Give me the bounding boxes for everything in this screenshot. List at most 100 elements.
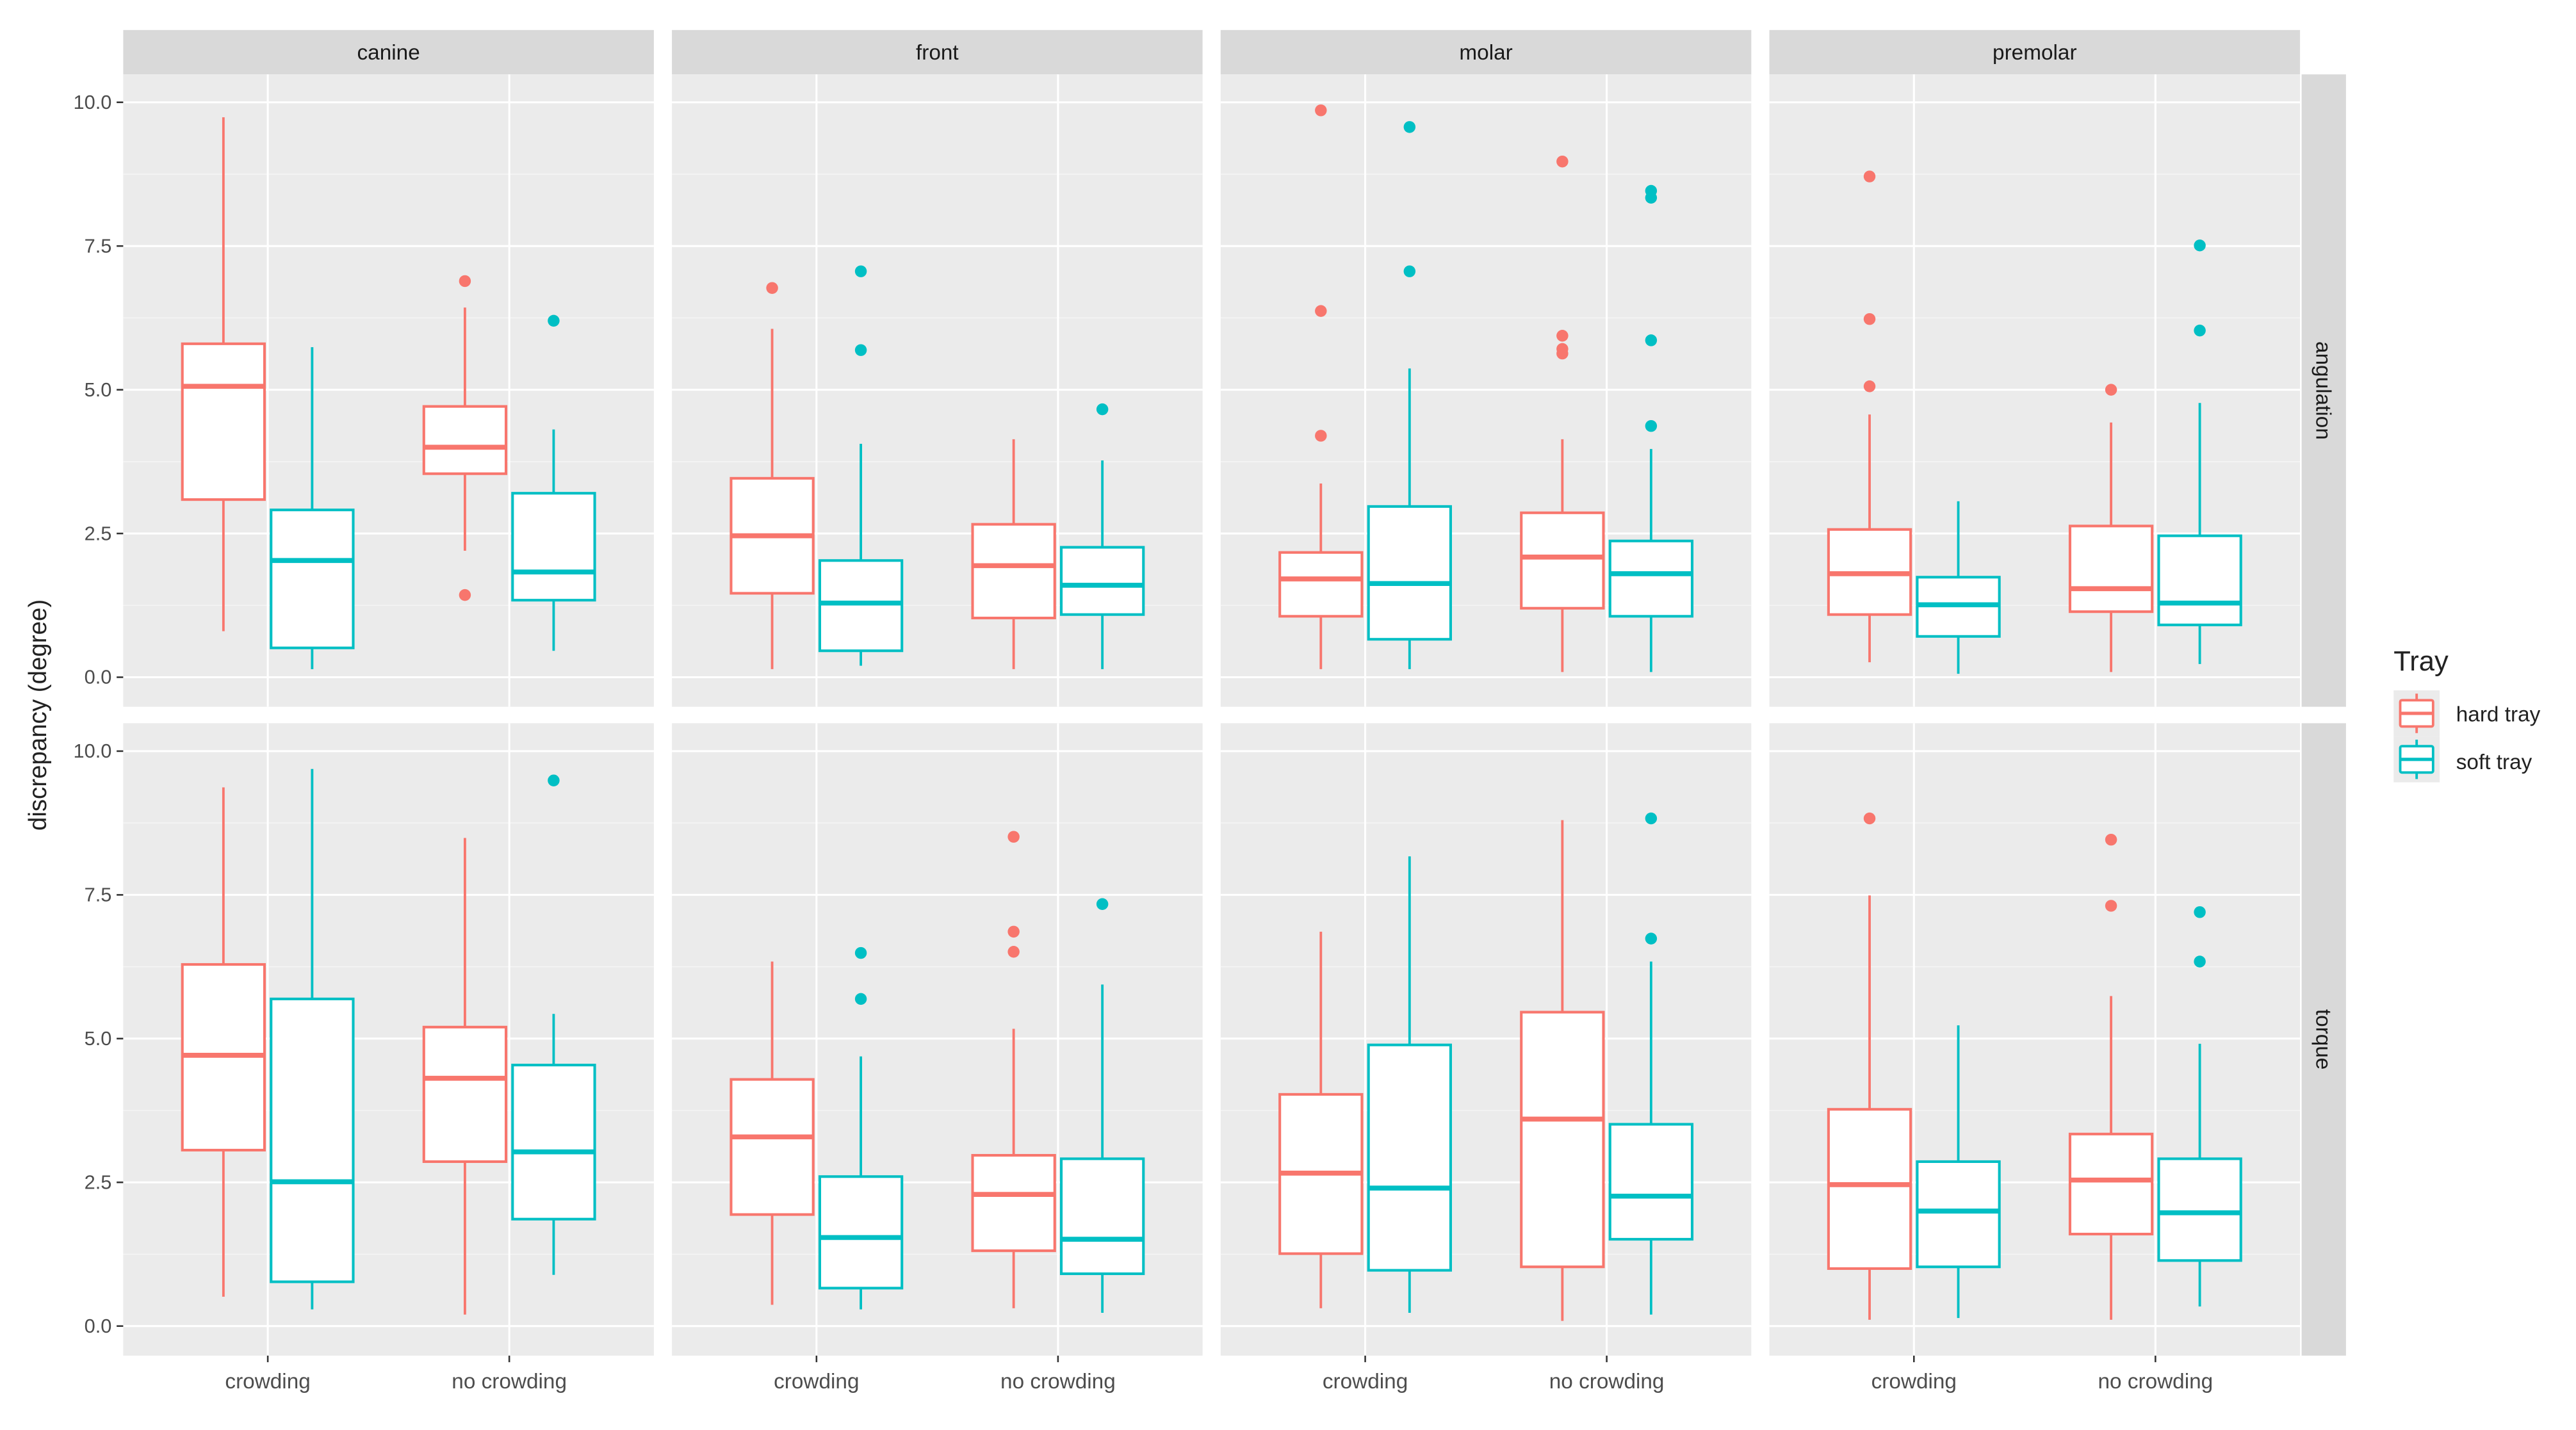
outlier-point-molar-torque-no-crowding-soft-tray xyxy=(1645,932,1658,945)
box-canine-torque-no-crowding-soft-tray xyxy=(511,1064,596,1221)
x-tick-label: crowding xyxy=(225,1370,310,1393)
outlier-point-molar-angulation-no-crowding-hard-tray xyxy=(1556,155,1569,168)
outlier-point-molar-angulation-crowding-hard-tray xyxy=(1315,430,1327,442)
facet-strip-label: angulation xyxy=(2311,341,2335,440)
outlier-point-canine-angulation-no-crowding-soft-tray xyxy=(548,314,560,327)
x-tick-label: crowding xyxy=(1871,1370,1957,1393)
facet-strip-premolar xyxy=(1769,29,2301,75)
box-molar-angulation-no-crowding-soft-tray xyxy=(1608,539,1694,618)
legend-title: Tray xyxy=(2393,646,2449,677)
outlier-point-premolar-torque-crowding-hard-tray xyxy=(1863,812,1876,825)
box-front-torque-crowding-soft-tray xyxy=(818,1175,904,1290)
box-molar-torque-no-crowding-soft-tray xyxy=(1608,1123,1694,1241)
y-tick-label: 2.5 xyxy=(85,522,112,544)
y-tick-label: 5.0 xyxy=(85,378,112,401)
outlier-point-front-torque-no-crowding-soft-tray xyxy=(1096,898,1109,910)
y-tick-label: 0.0 xyxy=(85,666,112,688)
facet-strip-molar xyxy=(1220,29,1752,75)
facet-strip-label: canine xyxy=(357,41,420,65)
outlier-point-molar-angulation-no-crowding-hard-tray xyxy=(1556,329,1569,342)
outlier-point-premolar-angulation-crowding-hard-tray xyxy=(1863,380,1876,393)
legend: Tray hard tray soft tray xyxy=(2393,646,2541,783)
y-tick-label: 5.0 xyxy=(85,1027,112,1050)
box-molar-torque-crowding-soft-tray xyxy=(1367,1043,1452,1272)
outlier-point-canine-torque-no-crowding-soft-tray xyxy=(548,774,560,786)
box-canine-torque-crowding-soft-tray xyxy=(270,997,355,1283)
outlier-point-molar-angulation-no-crowding-soft-tray xyxy=(1645,419,1658,432)
outlier-point-front-angulation-crowding-soft-tray xyxy=(854,265,867,277)
box-canine-angulation-crowding-hard-tray xyxy=(181,342,266,501)
outlier-point-canine-angulation-no-crowding-hard-tray xyxy=(459,589,471,601)
y-tick-label: 2.5 xyxy=(85,1171,112,1194)
y-tick-label: 0.0 xyxy=(85,1315,112,1337)
outlier-point-premolar-torque-no-crowding-soft-tray xyxy=(2194,955,2206,968)
box-front-torque-no-crowding-soft-tray xyxy=(1059,1157,1145,1276)
outlier-point-front-torque-crowding-soft-tray xyxy=(854,947,867,959)
facet-strip-front xyxy=(672,29,1203,75)
outlier-point-front-angulation-no-crowding-soft-tray xyxy=(1096,403,1109,416)
outlier-point-front-torque-no-crowding-hard-tray xyxy=(1007,946,1020,958)
outlier-point-premolar-angulation-no-crowding-soft-tray xyxy=(2194,324,2206,337)
facet-strip-canine xyxy=(123,29,654,75)
legend-key-hard-tray xyxy=(2393,690,2440,736)
box-canine-angulation-crowding-soft-tray xyxy=(270,508,355,649)
outlier-point-front-angulation-crowding-soft-tray xyxy=(854,344,867,356)
box-front-angulation-crowding-soft-tray xyxy=(818,559,904,653)
box-front-torque-no-crowding-hard-tray xyxy=(971,1154,1056,1253)
box-premolar-torque-no-crowding-hard-tray xyxy=(2068,1132,2154,1236)
outlier-point-canine-angulation-no-crowding-hard-tray xyxy=(459,275,471,288)
outlier-point-front-torque-no-crowding-hard-tray xyxy=(1007,925,1020,938)
outlier-point-front-torque-no-crowding-hard-tray xyxy=(1007,831,1020,843)
legend-label-hard-tray: hard tray xyxy=(2456,703,2541,727)
box-canine-angulation-no-crowding-soft-tray xyxy=(511,492,596,602)
box-canine-angulation-no-crowding-hard-tray xyxy=(422,405,508,475)
facet-strip-label: molar xyxy=(1459,41,1512,65)
facet-strip-label: front xyxy=(916,41,959,65)
x-tick-label: crowding xyxy=(774,1370,859,1393)
outlier-point-premolar-torque-no-crowding-hard-tray xyxy=(2105,833,2117,846)
outlier-point-molar-angulation-no-crowding-soft-tray xyxy=(1645,334,1658,346)
facet-strip-label: torque xyxy=(2311,1009,2335,1070)
outlier-point-molar-angulation-crowding-hard-tray xyxy=(1315,305,1327,317)
facet-strip-angulation xyxy=(2301,74,2346,707)
box-front-angulation-no-crowding-soft-tray xyxy=(1059,546,1145,616)
legend-key-soft-tray xyxy=(2393,736,2440,783)
outlier-point-molar-angulation-crowding-hard-tray xyxy=(1315,104,1327,117)
facet-strip-torque xyxy=(2301,723,2346,1356)
outlier-point-premolar-torque-no-crowding-soft-tray xyxy=(2194,906,2206,918)
y-tick-label: 10.0 xyxy=(74,91,112,113)
outlier-point-molar-angulation-no-crowding-hard-tray xyxy=(1556,347,1569,360)
outlier-point-molar-angulation-crowding-soft-tray xyxy=(1403,265,1416,277)
x-tick-label: no crowding xyxy=(1000,1370,1116,1393)
y-tick-label: 10.0 xyxy=(74,740,112,762)
box-canine-torque-no-crowding-hard-tray xyxy=(422,1025,508,1163)
outlier-point-molar-angulation-no-crowding-soft-tray xyxy=(1645,191,1658,204)
outlier-point-premolar-angulation-crowding-hard-tray xyxy=(1863,170,1876,183)
y-axis-label: discrepancy (degree) xyxy=(24,599,52,831)
facet-strip-label: premolar xyxy=(1993,41,2077,65)
box-molar-torque-no-crowding-hard-tray xyxy=(1520,1011,1605,1269)
outlier-point-premolar-angulation-crowding-hard-tray xyxy=(1863,313,1876,325)
outlier-point-premolar-torque-no-crowding-hard-tray xyxy=(2105,900,2117,912)
outlier-point-front-angulation-crowding-hard-tray xyxy=(766,282,778,294)
box-molar-angulation-crowding-soft-tray xyxy=(1367,505,1452,641)
box-premolar-torque-crowding-soft-tray xyxy=(1916,1160,2001,1269)
box-molar-angulation-no-crowding-hard-tray xyxy=(1520,511,1605,610)
x-tick-label: no crowding xyxy=(2098,1370,2213,1393)
box-premolar-angulation-no-crowding-soft-tray xyxy=(2157,534,2242,626)
x-tick-label: crowding xyxy=(1323,1370,1408,1393)
box-front-torque-crowding-hard-tray xyxy=(730,1078,815,1216)
box-premolar-torque-no-crowding-soft-tray xyxy=(2157,1157,2242,1262)
y-tick-label: 7.5 xyxy=(85,884,112,906)
outlier-point-molar-torque-no-crowding-soft-tray xyxy=(1645,812,1658,825)
box-front-angulation-no-crowding-hard-tray xyxy=(971,523,1056,620)
outlier-point-molar-angulation-crowding-soft-tray xyxy=(1403,121,1416,133)
y-tick-label: 7.5 xyxy=(85,234,112,257)
box-premolar-torque-crowding-hard-tray xyxy=(1827,1108,1912,1270)
outlier-point-front-torque-crowding-soft-tray xyxy=(854,993,867,1005)
legend-label-soft-tray: soft tray xyxy=(2456,751,2532,774)
outlier-point-premolar-angulation-no-crowding-hard-tray xyxy=(2105,384,2117,396)
outlier-point-premolar-angulation-no-crowding-soft-tray xyxy=(2194,240,2206,252)
x-tick-label: no crowding xyxy=(1549,1370,1665,1393)
